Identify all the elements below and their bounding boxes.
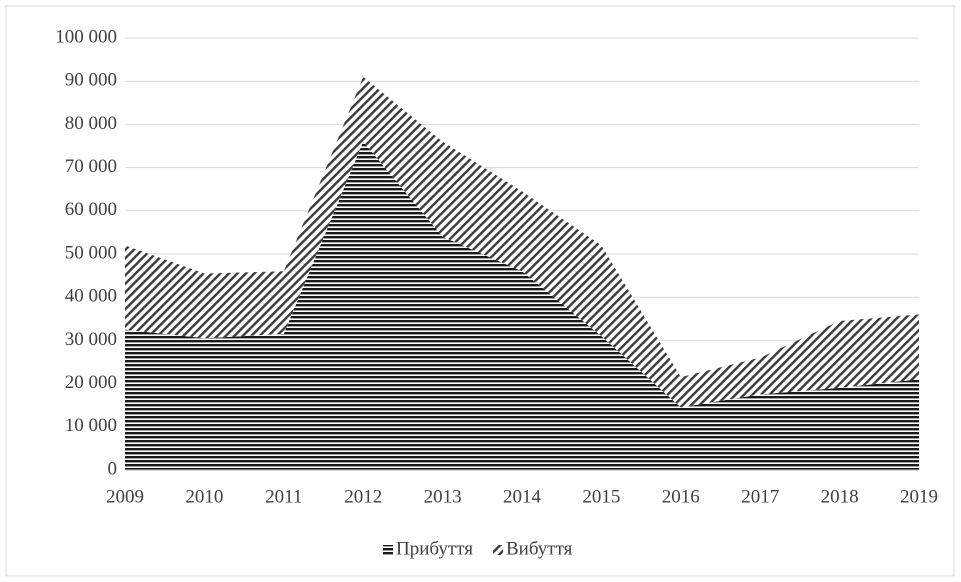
y-tick-label: 70 000 (65, 156, 117, 177)
y-tick-label: 100 000 (55, 26, 117, 47)
y-tick-label: 20 000 (65, 372, 117, 393)
y-tick-label: 80 000 (65, 113, 117, 134)
x-tick-label: 2011 (265, 486, 302, 507)
legend-swatch (383, 545, 393, 555)
area (125, 141, 919, 470)
y-tick-label: 60 000 (65, 199, 117, 220)
legend-label: Прибуття (396, 538, 473, 559)
x-tick-label: 2014 (503, 486, 542, 507)
y-tick-label: 40 000 (65, 286, 117, 307)
x-tick-label: 2017 (741, 486, 779, 507)
legend-swatch (493, 545, 503, 555)
x-tick-label: 2018 (821, 486, 859, 507)
legend-label: Вибуття (506, 538, 573, 559)
x-tick-label: 2012 (344, 486, 382, 507)
x-tick-label: 2010 (185, 486, 223, 507)
y-tick-label: 0 (108, 458, 118, 479)
x-tick-label: 2016 (662, 486, 700, 507)
y-tick-label: 90 000 (65, 70, 117, 91)
y-tick-label: 50 000 (65, 242, 117, 263)
y-tick-label: 30 000 (65, 329, 117, 350)
area (125, 76, 919, 408)
x-tick-label: 2013 (424, 486, 462, 507)
x-tick-label: 2019 (900, 486, 938, 507)
x-tick-label: 2009 (106, 486, 144, 507)
x-tick-label: 2015 (582, 486, 620, 507)
y-tick-label: 10 000 (65, 415, 117, 436)
